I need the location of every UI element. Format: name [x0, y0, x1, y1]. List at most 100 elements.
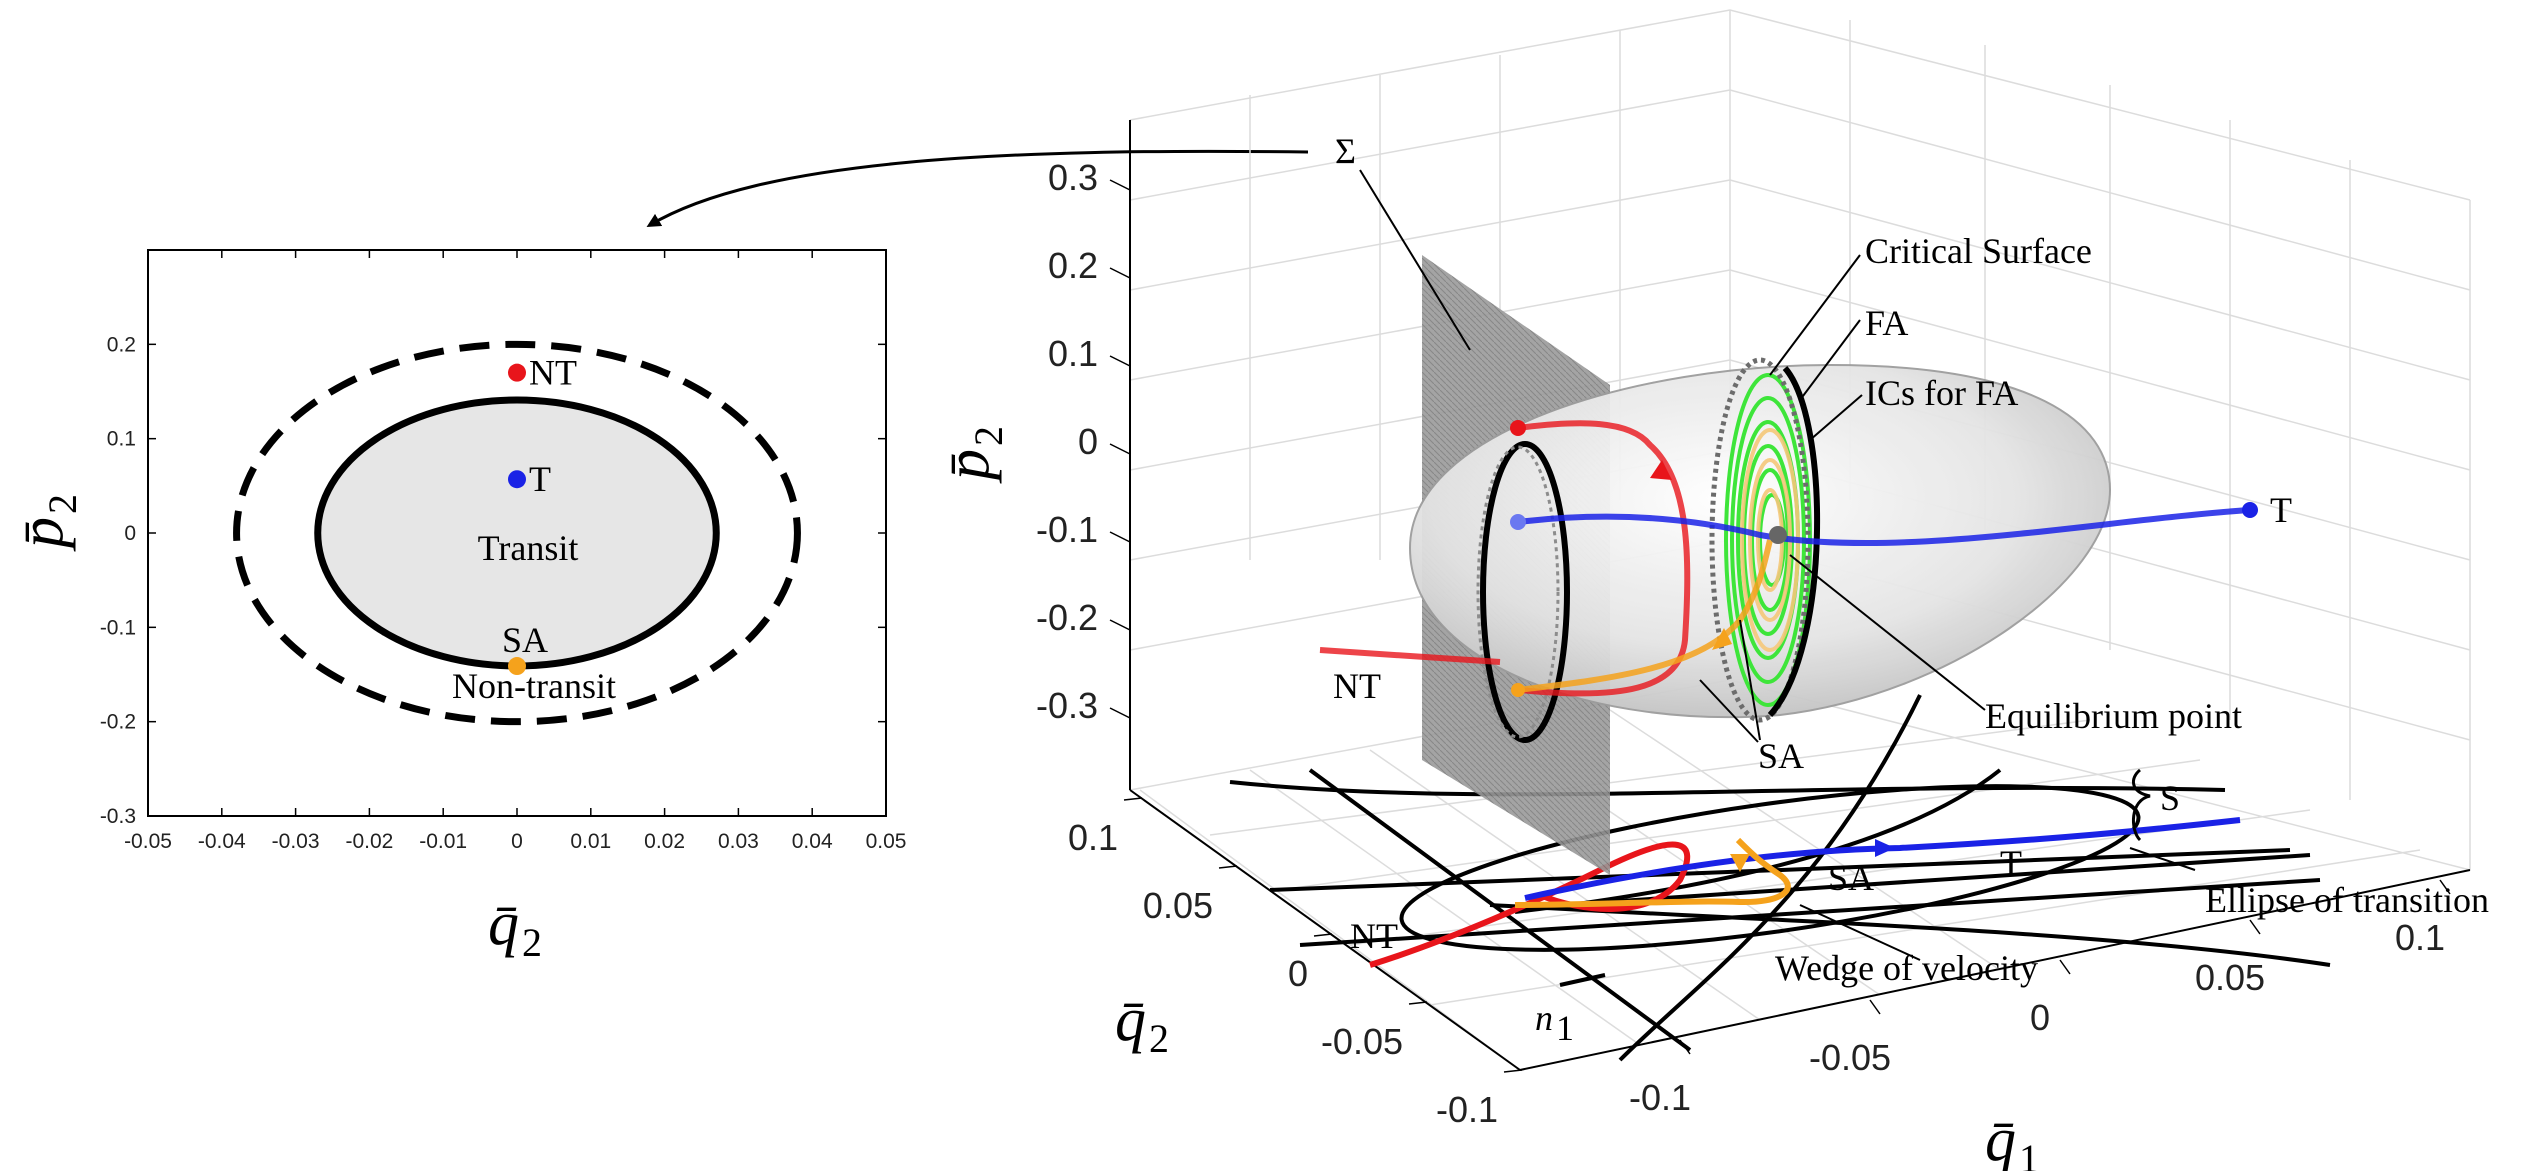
q1-tick-label: 0.1: [2395, 917, 2445, 958]
z-tick-label: -0.1: [1036, 509, 1098, 550]
svg-text:p̄: p̄: [8, 517, 76, 552]
s-label: S: [2160, 778, 2180, 818]
left-x-tick-label: 0.03: [718, 830, 759, 853]
left-y-tick-label: 0.2: [107, 333, 136, 356]
left-y-tick-label: -0.1: [100, 616, 136, 639]
ellipse-of-transition: [1399, 784, 2141, 952]
t-initial-point: [1510, 514, 1526, 530]
q2-tick-label: 0.05: [1143, 885, 1213, 926]
left-x-tick-label: -0.02: [345, 830, 393, 853]
left-points: NT T SA: [502, 353, 577, 676]
point-label-sa: SA: [502, 620, 548, 660]
annotation-leaders: [1359, 169, 2196, 961]
equilibrium-point: [1769, 526, 1787, 544]
svg-text:q̄: q̄: [488, 890, 519, 958]
floor-sa-trajectory: [1514, 837, 1791, 908]
z-tick-label: -0.3: [1036, 685, 1098, 726]
left-y-tick-label: -0.2: [100, 711, 136, 734]
z-tick-label: 0: [1078, 421, 1098, 462]
point-sa: [508, 657, 526, 676]
q1-tick-mark: [1869, 999, 1881, 1015]
q1-tick-label: -0.1: [1629, 1077, 1691, 1118]
floor-t-arrow: [1875, 839, 1895, 857]
left-x-tick-label: -0.01: [419, 830, 467, 853]
svg-text:2: 2: [522, 920, 542, 965]
q2-tick-mark: [1408, 1001, 1428, 1005]
q2-tick-mark: [1503, 1069, 1523, 1073]
nt-upper-label: NT: [1333, 666, 1381, 706]
left-x-tick-label: -0.05: [124, 830, 172, 853]
t-lower-label: T: [2000, 843, 2022, 883]
point-nt: [508, 363, 526, 382]
wedge-of-velocity-label: Wedge of velocity: [1775, 948, 2038, 988]
ellipse-of-transition-label: Ellipse of transition: [2205, 880, 2489, 920]
z-tick-mark: [1109, 443, 1131, 455]
svg-text:n: n: [1535, 998, 1553, 1038]
left-y-axis-ticks: 0.2 0.1 0 -0.1 -0.2 -0.3: [100, 333, 886, 828]
svg-text:2: 2: [1149, 1016, 1169, 1061]
left-x-tick-label: 0.01: [570, 830, 611, 853]
sa-lower-label: SA: [1828, 858, 1874, 898]
q2-tick-mark: [1313, 933, 1333, 937]
left-y-tick-label: 0.1: [107, 428, 136, 451]
q2-tick-mark: [1123, 797, 1143, 801]
floor-t-trajectory: [1524, 817, 2241, 901]
left-x-axis-ticks: -0.05 -0.04 -0.03 -0.02 -0.01 0 0.01 0.02 0.03 0.…: [124, 250, 906, 853]
z-tick-mark: [1109, 531, 1131, 543]
sigma-arrow: [646, 149, 1309, 228]
t-upper-label: T: [2270, 490, 2292, 530]
q2-tick-label: -0.05: [1321, 1021, 1403, 1062]
sa-initial-point: [1511, 683, 1525, 697]
q2-axis-label: q̄ 2: [1115, 986, 1169, 1061]
nt-lower-label: NT: [1350, 916, 1398, 956]
left-y-axis-label: p̄ 2: [8, 494, 85, 552]
sigma-section: [1480, 441, 1570, 743]
s-brace: [2131, 768, 2151, 842]
q2-tick-label: -0.1: [1436, 1089, 1498, 1130]
left-x-tick-label: 0.05: [866, 830, 907, 853]
left-x-tick-label: 0.02: [644, 830, 685, 853]
q1-axis-ticks: -0.1 -0.05 0 0.05 0.1: [1629, 879, 2451, 1118]
left-y-tick-label: -0.3: [100, 805, 136, 828]
point-t: [508, 470, 526, 489]
nt-arrow: [1650, 460, 1672, 480]
point-label-nt: NT: [529, 353, 577, 393]
critical-surface-label: Critical Surface: [1865, 231, 2092, 271]
q1-tick-mark: [2249, 919, 2261, 935]
axes-3d: [1129, 120, 2471, 1071]
svg-text:p̄: p̄: [934, 449, 1002, 484]
z-axis-ticks: 0.3 0.2 0.1 0 -0.1 -0.2 -0.3: [1036, 157, 1131, 726]
non-transit-label: Non-transit: [452, 666, 616, 706]
right-plot: 0.30.20.10-0.1-0.2-0.3 0.10.050-0.05-0.1…: [934, 9, 2489, 1171]
nt-initial-point: [1510, 420, 1526, 436]
z-tick-label: 0.1: [1048, 333, 1098, 374]
z-tick-label: -0.2: [1036, 597, 1098, 638]
svg-text:1: 1: [1556, 1008, 1574, 1048]
q2-axis-ticks: 0.1 0.05 0 -0.05 -0.1: [1068, 797, 1523, 1130]
z-tick-mark: [1109, 179, 1131, 191]
left-y-tick-label: 0: [124, 522, 136, 545]
q1-tick-label: 0.05: [2195, 957, 2265, 998]
left-plot: -0.05 -0.04 -0.03 -0.02 -0.01 0 0.01 0.02 0.03 0.…: [8, 249, 906, 965]
z-tick-mark: [1109, 707, 1131, 719]
q1-tick-mark: [2059, 959, 2071, 975]
transit-label: Transit: [478, 528, 579, 568]
q1-tick-mark: [2439, 879, 2451, 895]
sigma-section-back: [1476, 445, 1560, 739]
outer-ellipse: [233, 340, 801, 726]
sigma-label: Σ: [1335, 131, 1356, 171]
point-label-t: T: [529, 459, 551, 499]
svg-text:2: 2: [40, 494, 85, 514]
q1-tick-label: 0: [2030, 997, 2050, 1038]
svg-text:1: 1: [2019, 1136, 2039, 1171]
floor-sa-arrow: [1730, 854, 1750, 872]
svg-text:2: 2: [966, 426, 1011, 446]
z-axis-label: p̄ 2: [934, 426, 1011, 484]
sa-upper-label: SA: [1758, 736, 1804, 776]
z-tick-mark: [1109, 355, 1131, 367]
z-tick-label: 0.2: [1048, 245, 1098, 286]
sa-arrow: [1712, 628, 1732, 650]
left-x-tick-label: -0.03: [272, 830, 320, 853]
nt-trajectory: [1319, 420, 1691, 697]
